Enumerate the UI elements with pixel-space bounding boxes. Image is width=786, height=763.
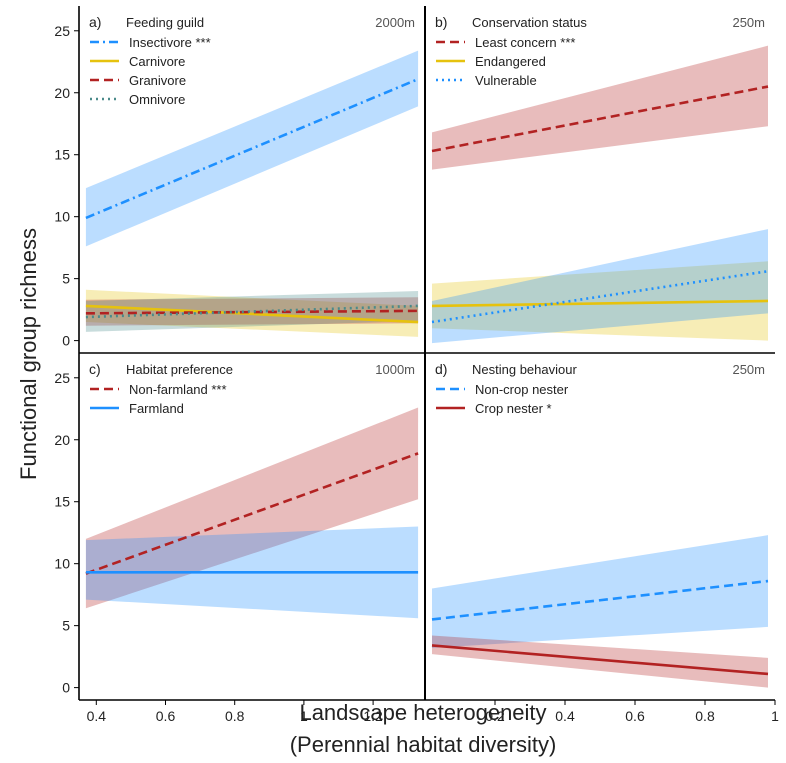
- legend-entry: Insectivore ***: [129, 35, 211, 50]
- x-tick-label: 0.8: [695, 708, 715, 724]
- ci-band-2-2: [432, 261, 768, 341]
- panel-3: 0 5 10 15 20 25 0.4 0.6 0.8 1 1.2 c) Habitat prefere…: [54, 361, 419, 724]
- ci-band-3-1: [85, 407, 419, 609]
- y-axis-title: Functional group richness: [16, 228, 41, 480]
- y-tick-label: 25: [54, 370, 70, 386]
- panel-2: b) Conservation status 250m Least concern *…: [431, 14, 769, 344]
- x-axis-title-line1: Landscape heterogeneity: [299, 700, 546, 725]
- x-tick-label: 1: [771, 708, 779, 724]
- panel-4: 0.2 0.4 0.6 0.8 1 d) Nesting behaviour 250m Non-…: [431, 361, 779, 724]
- legend-entry: Vulnerable: [475, 73, 537, 88]
- y-tick-label: 20: [54, 85, 70, 101]
- x-tick-label: 0.6: [625, 708, 645, 724]
- series-line-1-1: [85, 77, 419, 220]
- series-line-3-1: [85, 452, 419, 575]
- panel-title: Feeding guild: [126, 15, 204, 30]
- panel-title: Nesting behaviour: [472, 362, 577, 377]
- panel-title: Conservation status: [472, 15, 587, 30]
- y-tick-label: 5: [62, 271, 70, 287]
- ci-band-1-4: [85, 291, 419, 332]
- x-tick-label: 0.4: [87, 708, 107, 724]
- series-line-2-1: [431, 85, 769, 153]
- legend-entry: Omnivore: [129, 92, 185, 107]
- series-line-4-2: [431, 644, 769, 676]
- series-line-4-1: [431, 579, 769, 621]
- series-line-1-2: [85, 304, 419, 324]
- panel-scale: 2000m: [375, 15, 415, 30]
- y-tick-label: 10: [54, 556, 70, 572]
- panel-scale: 250m: [732, 362, 765, 377]
- y-tick-label: 5: [62, 618, 70, 634]
- panel-scale: 1000m: [375, 362, 415, 377]
- legend-entry: Granivore: [129, 73, 186, 88]
- y-tick-label: 0: [62, 680, 70, 696]
- y-tick-label: 15: [54, 494, 70, 510]
- panel-title: Habitat preference: [126, 362, 233, 377]
- series-line-2-3: [431, 269, 769, 324]
- legend-entry: Non-farmland ***: [129, 382, 227, 397]
- legend-entry: Endangered: [475, 54, 546, 69]
- series-line-2-2: [431, 299, 769, 308]
- ci-band-4-1: [432, 535, 768, 648]
- x-tick-label: 1.2: [363, 708, 383, 724]
- legend-entry: Carnivore: [129, 54, 185, 69]
- legend-entry: Least concern ***: [475, 35, 575, 50]
- legend-entry: Non-crop nester: [475, 382, 569, 397]
- panel-tag: b): [435, 14, 447, 30]
- ci-band-4-2: [432, 635, 768, 688]
- y-tick-label: 15: [54, 147, 70, 163]
- x-axis-title-line2: (Perennial habitat diversity): [290, 732, 557, 757]
- legend-entry: Farmland: [129, 401, 184, 416]
- x-tick-label: 0.6: [156, 708, 176, 724]
- panel-scale: 250m: [732, 15, 765, 30]
- panel-tag: a): [89, 14, 101, 30]
- series-line-1-4: [85, 304, 419, 319]
- x-tick-label: 0.2: [485, 708, 505, 724]
- y-tick-label: 0: [62, 333, 70, 349]
- panel-tag: c): [89, 361, 101, 377]
- y-tick-label: 25: [54, 23, 70, 39]
- x-tick-label: 0.4: [555, 708, 575, 724]
- x-tick-label: 0.8: [225, 708, 245, 724]
- x-tick-label: 1: [300, 708, 308, 724]
- legend-entry: Crop nester *: [475, 401, 552, 416]
- panel-1: 0 5 10 15 20 25 a) Feeding guild 2000m Insectivor…: [54, 14, 419, 349]
- y-tick-label: 10: [54, 209, 70, 225]
- panel-tag: d): [435, 361, 447, 377]
- y-tick-label: 20: [54, 432, 70, 448]
- ci-band-2-3: [432, 229, 768, 344]
- ci-band-2-1: [432, 45, 768, 170]
